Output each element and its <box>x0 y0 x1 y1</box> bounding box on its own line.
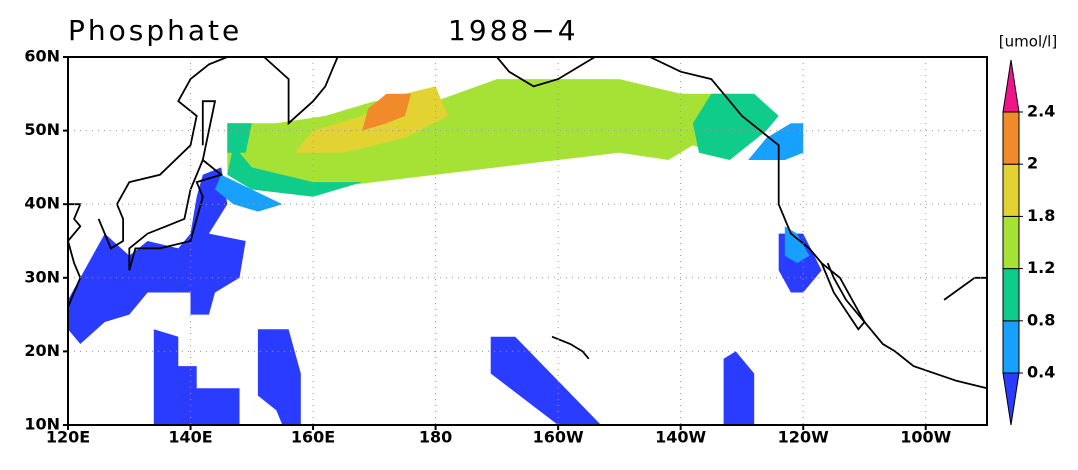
y-tick-label: 50N <box>24 120 60 139</box>
colorbar-box <box>1002 163 1020 217</box>
colorbar-box <box>1002 215 1020 270</box>
map-subtitle: 1988−4 <box>448 14 579 47</box>
coastline <box>201 100 217 161</box>
concentration-patch <box>227 79 767 190</box>
coastline <box>128 158 224 271</box>
concentration-patch <box>153 329 240 425</box>
coastline <box>263 56 339 126</box>
map-title: Phosphate <box>68 14 242 47</box>
y-tick-label: 10N <box>24 415 60 434</box>
concentration-patch <box>215 174 283 212</box>
colorbar-tick-label: 1.8 <box>1027 206 1055 225</box>
concentration-patch <box>257 329 301 425</box>
colorbar-box <box>1002 268 1020 322</box>
colorbar-tick-label: 1.2 <box>1027 258 1055 277</box>
coastline <box>631 56 988 390</box>
coastline <box>496 56 596 88</box>
y-tick-label: 60N <box>24 47 60 66</box>
plot-frame <box>67 56 988 426</box>
x-tick-label: 120W <box>778 428 829 447</box>
y-tick-label: 20N <box>24 341 60 360</box>
x-tick-label: 140W <box>655 428 706 447</box>
concentration-patch <box>748 123 804 160</box>
concentration-patch <box>362 93 412 131</box>
colorbar-tick-label: 0.4 <box>1027 363 1055 382</box>
concentration-patch <box>723 351 755 425</box>
colorbar-triangle <box>1002 372 1020 426</box>
coastline <box>820 262 866 331</box>
concentration-patch <box>227 145 363 197</box>
colorbar-triangle <box>1002 59 1020 113</box>
concentration-patch <box>692 93 779 160</box>
coastline <box>551 335 590 360</box>
x-tick-label: 160E <box>291 428 335 447</box>
colorbar-tick-label: 2 <box>1027 154 1038 173</box>
x-tick-label: 180 <box>419 428 452 447</box>
concentration-patch <box>784 226 810 264</box>
y-tick-label: 40N <box>24 194 60 213</box>
coastline <box>943 276 987 301</box>
colorbar-tick-label: 2.4 <box>1027 102 1055 121</box>
concentration-patch <box>490 336 601 425</box>
x-tick-label: 160W <box>533 428 584 447</box>
colorbar-label: [umol/l] <box>999 33 1057 51</box>
x-tick-label: 140E <box>168 428 212 447</box>
coastline <box>97 56 228 250</box>
colorbar-tick-label: 0.8 <box>1027 310 1055 329</box>
y-tick-label: 30N <box>24 267 60 286</box>
colorbar-box <box>1002 111 1020 165</box>
concentration-patch <box>227 123 252 153</box>
concentration-patch <box>68 167 246 344</box>
x-tick-label: 120E <box>46 428 90 447</box>
x-tick-label: 100W <box>900 428 951 447</box>
colorbar-box <box>1002 320 1020 374</box>
